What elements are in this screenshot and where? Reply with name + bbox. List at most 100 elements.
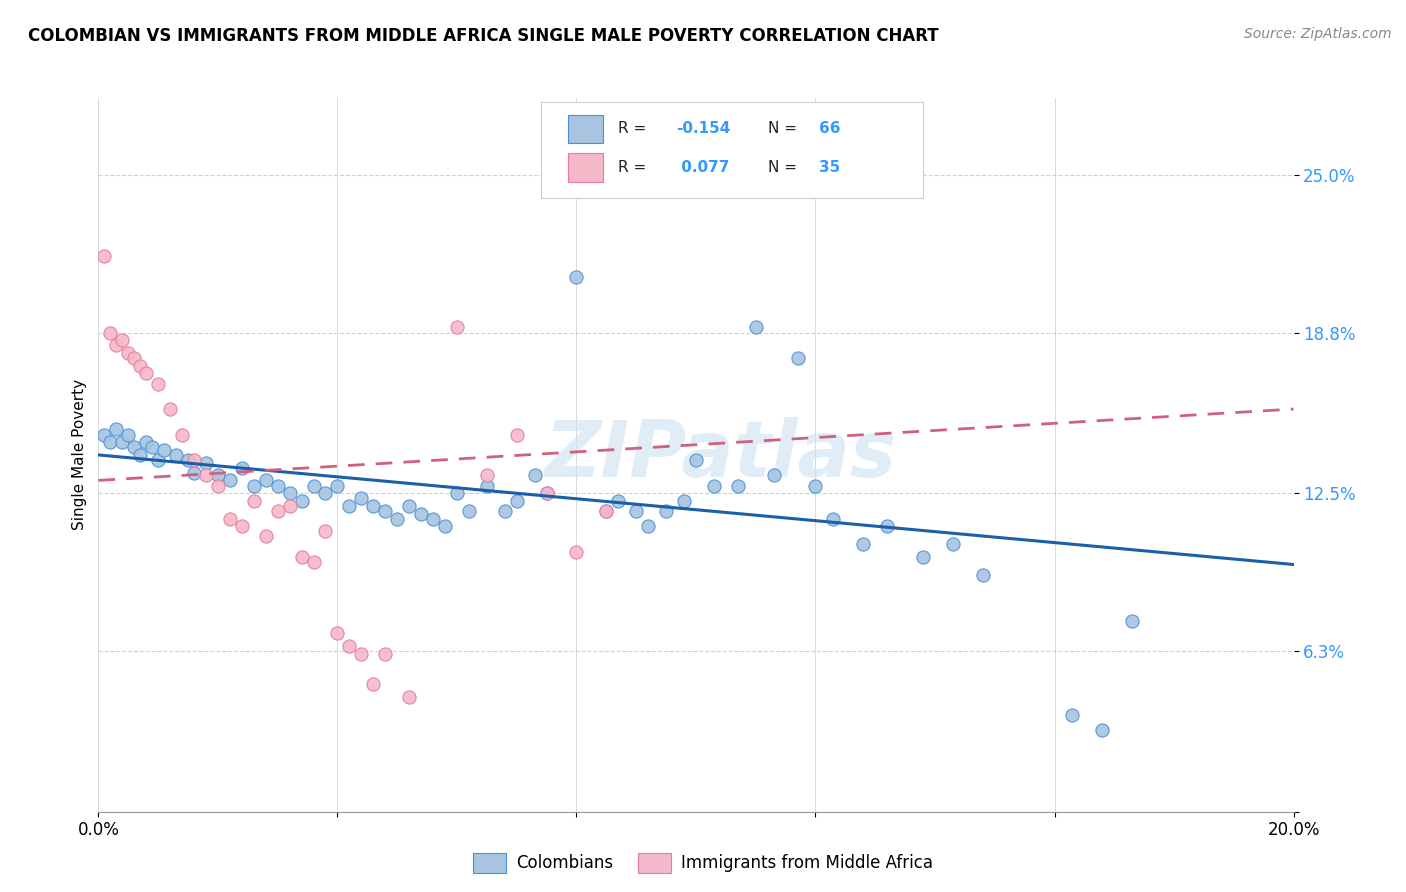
Point — [673, 493, 696, 508]
Point — [124, 351, 146, 365]
Point — [105, 422, 128, 436]
Point — [315, 524, 337, 539]
Point — [93, 249, 115, 263]
Point — [326, 626, 349, 640]
Point — [536, 486, 558, 500]
Point — [411, 507, 433, 521]
FancyBboxPatch shape — [568, 114, 603, 143]
Point — [339, 639, 360, 653]
Y-axis label: Single Male Poverty: Single Male Poverty — [72, 379, 87, 531]
Point — [183, 453, 205, 467]
Point — [876, 519, 898, 533]
Point — [172, 427, 194, 442]
Point — [1062, 707, 1084, 722]
Point — [786, 351, 808, 365]
Point — [494, 504, 516, 518]
Point — [207, 478, 229, 492]
Point — [685, 453, 707, 467]
Point — [219, 511, 242, 525]
Point — [339, 499, 360, 513]
Point — [727, 478, 749, 492]
Point — [475, 468, 498, 483]
Point — [350, 647, 373, 661]
Point — [637, 519, 659, 533]
Point — [703, 478, 725, 492]
Point — [207, 468, 229, 483]
Point — [267, 478, 290, 492]
Point — [117, 427, 139, 442]
Point — [523, 468, 546, 483]
Point — [804, 478, 827, 492]
Point — [363, 677, 385, 691]
Point — [231, 460, 253, 475]
Point — [458, 504, 481, 518]
Point — [565, 269, 588, 284]
Point — [243, 493, 266, 508]
Point — [624, 504, 647, 518]
Point — [165, 448, 187, 462]
Point — [422, 511, 444, 525]
Text: 66: 66 — [820, 121, 841, 136]
Point — [595, 504, 617, 518]
FancyBboxPatch shape — [568, 153, 603, 182]
Point — [315, 486, 337, 500]
Point — [942, 537, 965, 551]
Text: R =: R = — [619, 160, 651, 175]
Point — [124, 440, 146, 454]
Point — [98, 326, 122, 340]
Point — [972, 567, 994, 582]
Text: Source: ZipAtlas.com: Source: ZipAtlas.com — [1244, 27, 1392, 41]
Point — [302, 478, 325, 492]
Point — [177, 453, 200, 467]
Point — [219, 474, 242, 488]
Point — [1091, 723, 1114, 738]
Point — [350, 491, 373, 506]
Point — [762, 468, 785, 483]
Point — [267, 504, 290, 518]
Point — [129, 448, 152, 462]
FancyBboxPatch shape — [540, 102, 922, 198]
Point — [398, 499, 420, 513]
Point — [1121, 614, 1143, 628]
Point — [363, 499, 385, 513]
Point — [446, 320, 468, 334]
Point — [374, 647, 396, 661]
Point — [194, 456, 218, 470]
Point — [607, 493, 630, 508]
Text: ZIPatlas: ZIPatlas — [544, 417, 896, 493]
Text: N =: N = — [768, 160, 801, 175]
Point — [506, 493, 529, 508]
Point — [153, 442, 176, 457]
Point — [290, 493, 312, 508]
Point — [117, 346, 139, 360]
Point — [578, 180, 600, 194]
Point — [254, 529, 277, 543]
Point — [141, 440, 163, 454]
Point — [536, 486, 558, 500]
Point — [385, 511, 409, 525]
Text: -0.154: -0.154 — [676, 121, 730, 136]
Point — [595, 504, 617, 518]
Point — [159, 402, 181, 417]
Point — [565, 545, 588, 559]
Point — [374, 504, 396, 518]
Point — [326, 478, 349, 492]
Point — [278, 486, 301, 500]
Point — [148, 376, 170, 391]
Point — [302, 555, 325, 569]
Point — [745, 320, 768, 334]
Text: 0.077: 0.077 — [676, 160, 730, 175]
Point — [129, 359, 152, 373]
Point — [852, 537, 875, 551]
Point — [655, 504, 678, 518]
Text: R =: R = — [619, 121, 651, 136]
Point — [111, 333, 134, 347]
Point — [290, 549, 312, 564]
Text: 35: 35 — [820, 160, 841, 175]
Point — [98, 435, 122, 450]
Point — [446, 486, 468, 500]
Point — [911, 549, 934, 564]
Point — [135, 435, 157, 450]
Point — [506, 427, 529, 442]
Point — [475, 478, 498, 492]
